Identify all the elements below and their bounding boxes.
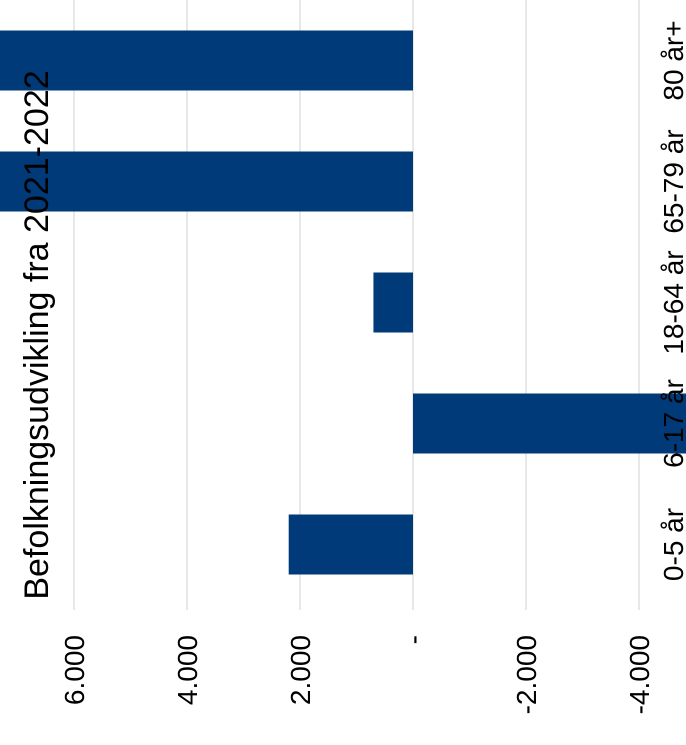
bar: [373, 272, 413, 333]
category-label: 65-79 år: [658, 129, 686, 233]
value-tick-label: 4.000: [172, 635, 203, 705]
category-axis-labels: 0-5 år 6-17 år 18-64 år 65-79 år 80 år+: [658, 20, 686, 581]
bar: [0, 151, 413, 212]
bar: [413, 393, 686, 454]
category-label: 18-64 år: [658, 250, 686, 354]
gridlines: [73, 0, 640, 610]
value-tick-label: 2.000: [285, 635, 316, 705]
bar: [288, 514, 413, 575]
bar: [0, 30, 414, 91]
category-label: 0-5 år: [658, 508, 686, 581]
value-tick-label: 6.000: [59, 635, 90, 705]
value-tick-label: -: [398, 635, 429, 644]
value-axis-ticks: 12.00010.0008.0006.0004.0002.000--2.000-…: [59, 635, 655, 714]
value-tick-label: -2.000: [511, 635, 542, 714]
bars: [0, 30, 686, 575]
category-label: 80 år+: [658, 20, 686, 100]
category-label: 6-17 år: [658, 379, 686, 468]
chart-title: Befolkningsudvikling fra 2021-2022: [18, 70, 56, 599]
value-tick-label: -4.000: [624, 635, 655, 714]
